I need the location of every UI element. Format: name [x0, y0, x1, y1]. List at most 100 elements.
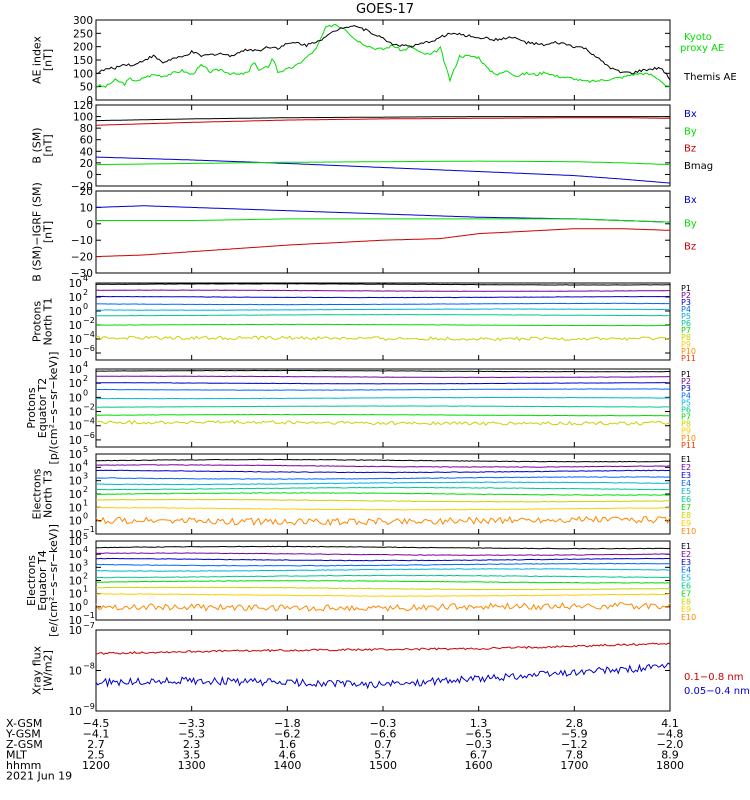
y-tick-exponent: 4 — [83, 545, 88, 554]
row-value: 6.7 — [470, 749, 488, 762]
channel-line-P6 — [95, 313, 670, 317]
row-value: 1400 — [273, 759, 301, 772]
channel-line-E3 — [95, 557, 671, 562]
row-value: −4.5 — [83, 717, 110, 730]
y-tick-exponent: −1 — [83, 611, 95, 620]
row-label-Z-GSM: Z-GSM — [6, 738, 43, 751]
y-tick-label: 10 — [69, 502, 82, 514]
y-tick-label: 200 — [73, 42, 93, 54]
y-axis-label: North T1 — [42, 298, 55, 346]
row-value: 5.7 — [374, 749, 392, 762]
row-value: 3.5 — [183, 749, 201, 762]
row-value: 1200 — [82, 759, 110, 772]
y-tick-label: 10 — [69, 306, 82, 318]
figure-title: GOES-17 — [356, 2, 414, 17]
y-tick-exponent: −7 — [83, 621, 95, 630]
row-value: 2.7 — [87, 738, 105, 751]
row-value: 4.6 — [279, 749, 297, 762]
channel-label-P11: P11 — [681, 441, 696, 450]
y-tick-exponent: −8 — [83, 662, 95, 671]
channel-line-E10 — [95, 601, 671, 612]
channel-line-E10 — [95, 515, 671, 527]
row-value: 1800 — [656, 759, 684, 772]
row-value: 4.1 — [661, 717, 679, 730]
channel-line-P4 — [95, 302, 670, 306]
channel-label-P7: P7 — [681, 413, 691, 422]
channel-label-P8: P8 — [681, 333, 691, 342]
row-value: −0.3 — [370, 717, 397, 730]
y-tick-label: 10 — [69, 421, 82, 433]
row-value: −5.9 — [561, 728, 588, 741]
y-axis-label: AE index — [31, 35, 44, 84]
y-tick-label: 10 — [69, 536, 82, 548]
y-axis-label: [nT] — [42, 134, 55, 156]
channel-line-E8 — [95, 498, 671, 503]
channel-line-E4 — [95, 476, 671, 480]
y-tick-label: 10 — [69, 278, 82, 290]
legend-Bz: Bz — [684, 242, 696, 253]
y-tick-label: 10 — [69, 529, 82, 541]
channel-line-E3 — [96, 469, 670, 474]
channel-line-P7 — [96, 323, 671, 327]
channel-label-E5: E5 — [681, 487, 691, 496]
y-axis-label: North T3 — [42, 470, 55, 518]
y-tick-exponent: −4 — [83, 330, 95, 339]
channel-line-P8 — [95, 419, 671, 426]
channel-label-P1: P1 — [681, 284, 691, 293]
y-axis-label: Equator T4 — [36, 550, 49, 610]
channel-line-P2 — [95, 289, 671, 292]
y-tick-label: 150 — [73, 55, 93, 67]
channel-label-E3: E3 — [681, 471, 691, 480]
channel-label-E10: E10 — [681, 527, 696, 536]
y-tick-exponent: 5 — [83, 532, 88, 541]
channel-label-P3: P3 — [681, 384, 691, 393]
legend-kyoto-2: proxy AE — [680, 43, 724, 54]
channel-label-P9: P9 — [681, 427, 691, 436]
y-tick-label: 10 — [69, 462, 82, 474]
channel-line-E2 — [95, 552, 671, 557]
channel-label-P2: P2 — [681, 291, 691, 300]
channel-line-P1 — [95, 369, 670, 373]
y-tick-label: 10 — [69, 407, 82, 419]
y-tick-label: 10 — [69, 320, 82, 332]
y-tick-label: 250 — [73, 28, 93, 40]
channel-line-E7 — [95, 580, 671, 584]
y-tick-exponent: 0 — [83, 512, 88, 521]
y-tick-label: 10 — [80, 202, 93, 214]
row-label-X-GSM: X-GSM — [6, 717, 42, 730]
series-line-0 — [96, 156, 671, 184]
y-axis-label: Protons — [25, 387, 38, 428]
y-axis-label: Equator T2 — [36, 378, 49, 438]
legend-xray-short: 0.05−0.4 nm — [684, 686, 750, 697]
y-tick-label: 40 — [80, 146, 93, 158]
y-tick-exponent: 2 — [83, 288, 88, 297]
channel-label-P5: P5 — [681, 398, 691, 407]
channel-label-E9: E9 — [681, 605, 691, 614]
row-value: 1.6 — [279, 738, 297, 751]
y-tick-label: 120 — [73, 100, 93, 112]
channel-label-P6: P6 — [681, 405, 691, 414]
channel-label-P8: P8 — [681, 420, 691, 429]
channel-label-P5: P5 — [681, 312, 691, 321]
channel-label-E2: E2 — [681, 550, 691, 559]
y-tick-label: 10 — [69, 549, 82, 561]
y-axis-label: Xray flux — [31, 645, 44, 695]
channel-line-E9 — [95, 506, 671, 511]
row-value: −6.6 — [370, 728, 397, 741]
row-value: 1.3 — [470, 717, 488, 730]
row-value: 1500 — [369, 759, 397, 772]
row-value: −6.2 — [274, 728, 301, 741]
legend-themis: Themis AE — [683, 72, 737, 83]
series-line-0 — [95, 205, 671, 223]
channel-line-P2 — [96, 375, 670, 379]
y-tick-label: 0 — [86, 219, 93, 231]
y-tick-label: 10 — [69, 292, 82, 304]
y-tick-label: −20 — [71, 181, 93, 193]
y-tick-exponent: 0 — [83, 302, 88, 311]
channel-label-P7: P7 — [681, 326, 691, 335]
y-axis-label: Electrons — [25, 555, 38, 606]
